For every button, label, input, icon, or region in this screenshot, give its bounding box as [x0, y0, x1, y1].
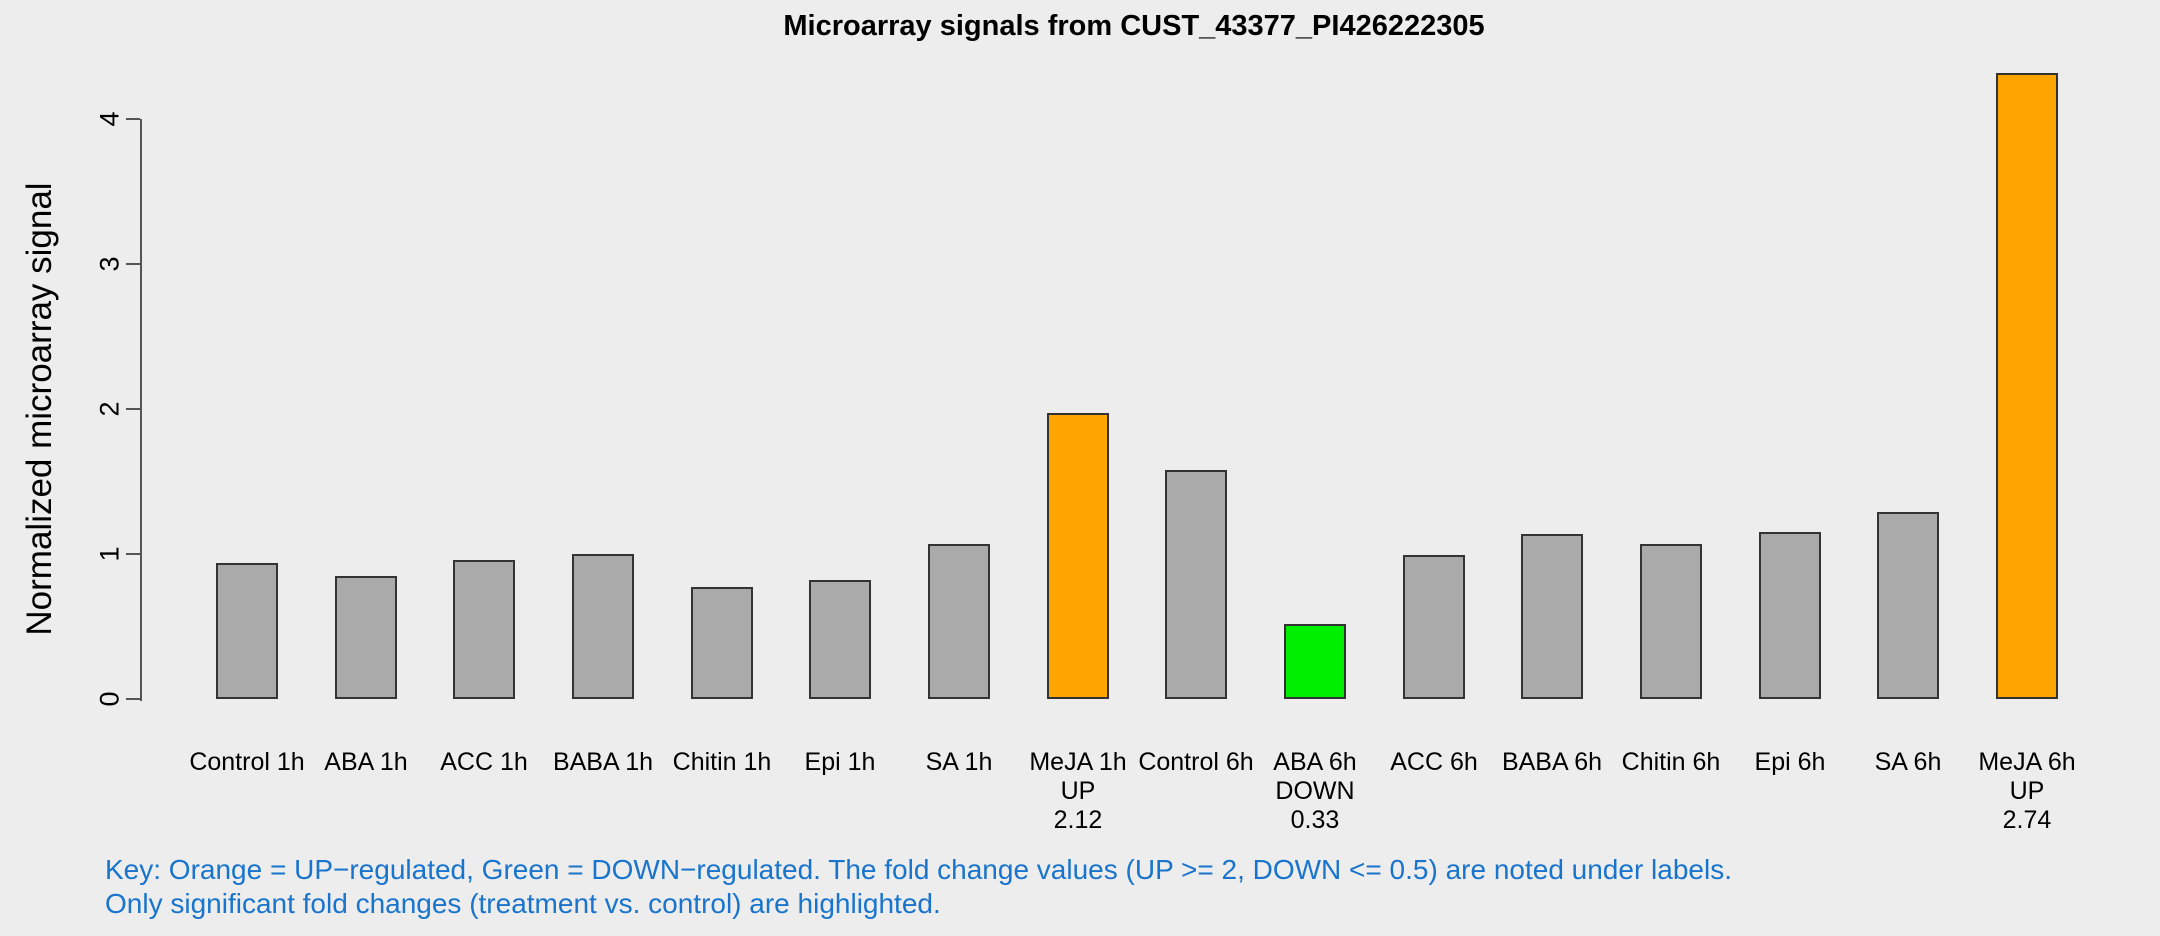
bar: [809, 580, 871, 699]
y-axis-tick: [126, 698, 140, 700]
y-axis-title: Normalized microarray signal: [20, 182, 59, 636]
bar-label: MeJA 6h: [1978, 748, 2076, 776]
bar: [1047, 413, 1109, 699]
bar: [1996, 73, 2058, 699]
bar-label: MeJA 1h: [1029, 748, 1127, 776]
bar-fold-change-value: 2.74: [2002, 806, 2052, 834]
bar: [1521, 534, 1583, 699]
bar-label-block: ABA 6h DOWN 0.33: [1230, 748, 1400, 835]
bar-label: Chitin 6h: [1621, 748, 1721, 776]
bar-label: Chitin 1h: [672, 748, 772, 776]
bar-label-block: SA 1h: [874, 748, 1044, 777]
y-axis-line: [140, 119, 142, 701]
bar-label: Control 1h: [189, 748, 305, 776]
bar-label-block: Chitin 6h: [1586, 748, 1756, 777]
bar-label-block: BABA 6h: [1467, 748, 1637, 777]
bar-label: Epi 1h: [804, 748, 876, 776]
y-axis-tick-label: 4: [94, 111, 125, 127]
bar: [1403, 555, 1465, 699]
bar-label-block: MeJA 6h UP 2.74: [1942, 748, 2112, 835]
bar-label-block: ABA 1h: [281, 748, 451, 777]
bar: [1759, 532, 1821, 699]
y-axis-tick-label: 2: [94, 401, 125, 417]
bar-label: ACC 1h: [440, 748, 528, 776]
bar-fold-change-value: 2.12: [1053, 806, 1103, 834]
bar: [928, 544, 990, 699]
bar-fold-change-value: 0.33: [1290, 806, 1340, 834]
bar-label-block: Chitin 1h: [637, 748, 807, 777]
bar-label-block: Epi 6h: [1705, 748, 1875, 777]
key-text-line-1: Key: Orange = UP−regulated, Green = DOWN…: [105, 854, 1732, 885]
bar-regulation-label: UP: [2009, 777, 2045, 805]
bar: [453, 560, 515, 699]
bar: [1284, 624, 1346, 699]
y-axis-tick: [126, 408, 140, 410]
y-axis-tick: [126, 553, 140, 555]
bar-label: SA 1h: [925, 748, 993, 776]
y-axis-tick: [126, 118, 140, 120]
bar-label: BABA 1h: [552, 748, 654, 776]
y-axis-tick-label: 3: [94, 256, 125, 272]
bar-label-block: MeJA 1h UP 2.12: [993, 748, 1163, 835]
bar-label-block: ACC 1h: [399, 748, 569, 777]
bar-label-block: BABA 1h: [518, 748, 688, 777]
bar-label: ABA 6h: [1273, 748, 1357, 776]
bar-label-block: Control 1h: [162, 748, 332, 777]
chart-title: Microarray signals from CUST_43377_PI426…: [783, 10, 1485, 42]
bar-label: BABA 6h: [1501, 748, 1603, 776]
bar-regulation-label: DOWN: [1275, 777, 1355, 805]
bar: [572, 554, 634, 699]
bar: [216, 563, 278, 699]
bar-label-block: SA 6h: [1823, 748, 1993, 777]
bar: [335, 576, 397, 699]
bar: [1640, 544, 1702, 699]
y-axis-tick-label: 1: [94, 546, 125, 562]
bar-label: ACC 6h: [1390, 748, 1478, 776]
bar: [1165, 470, 1227, 699]
bar-label: Control 6h: [1138, 748, 1254, 776]
bar-regulation-label: UP: [1060, 777, 1096, 805]
bar: [1877, 512, 1939, 699]
key-text-line-2: Only significant fold changes (treatment…: [105, 888, 941, 919]
bar-label: ABA 1h: [324, 748, 408, 776]
bar-label-block: Epi 1h: [755, 748, 925, 777]
y-axis-tick-label: 0: [94, 691, 125, 707]
bar-label: SA 6h: [1874, 748, 1942, 776]
bar: [691, 587, 753, 699]
bar-label-block: ACC 6h: [1349, 748, 1519, 777]
bar-label: Epi 6h: [1754, 748, 1826, 776]
y-axis-tick: [126, 263, 140, 265]
bar-label-block: Control 6h: [1111, 748, 1281, 777]
